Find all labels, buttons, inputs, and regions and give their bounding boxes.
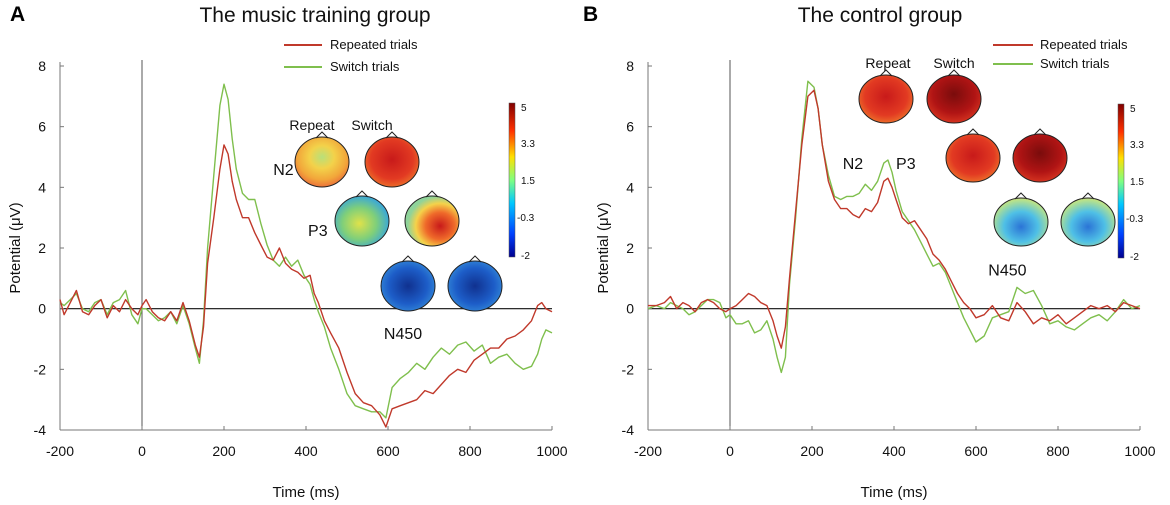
topomap-head xyxy=(993,192,1049,247)
y-axis-title: Potential (μV) xyxy=(595,202,612,293)
plot-axes: -200 0 200 400 600 800 1000 -4 -2 0 2 4 6 8 Time (ms) P… xyxy=(7,58,568,501)
x-tick-label: 1000 xyxy=(1124,443,1155,459)
topomap-head xyxy=(294,131,350,188)
topomap-head xyxy=(858,69,914,124)
component-label: N450 xyxy=(988,262,1026,279)
y-tick-label: 4 xyxy=(626,179,634,195)
component-label: P3 xyxy=(308,223,328,240)
y-tick-label: 2 xyxy=(38,240,46,256)
y-tick-label: -2 xyxy=(622,361,635,377)
x-tick-label: 600 xyxy=(964,443,988,459)
topomap-head xyxy=(447,255,503,312)
y-tick-label: 8 xyxy=(626,58,634,74)
y-tick-label: 8 xyxy=(38,58,46,74)
y-tick-label: 6 xyxy=(626,119,634,135)
y-tick-label: -4 xyxy=(622,422,635,438)
legend-label: Switch trials xyxy=(1040,56,1110,71)
x-tick-label: 0 xyxy=(138,443,146,459)
x-tick-label: -200 xyxy=(46,443,74,459)
colorbar: 5 3.3 1.5 -0.3 -2 xyxy=(1117,103,1144,263)
component-label: P3 xyxy=(896,156,916,173)
x-axis-title: Time (ms) xyxy=(861,484,928,501)
y-tick-label: 4 xyxy=(38,179,46,195)
plot-axes: -200 0 200 400 600 800 1000 -4 -2 0 2 4 6 8 Time (ms) P… xyxy=(595,58,1156,501)
component-label: N450 xyxy=(384,326,422,343)
x-tick-label: -200 xyxy=(634,443,662,459)
plot-series xyxy=(647,80,1141,374)
topomap-head xyxy=(945,128,1001,183)
topomap-head xyxy=(1060,192,1116,247)
topomap-head xyxy=(926,69,982,124)
panel-label: B xyxy=(583,3,598,26)
legend-label: Repeated trials xyxy=(330,37,418,52)
topomap-head xyxy=(380,255,436,312)
chart-title: The music training group xyxy=(199,4,430,27)
plot-series xyxy=(59,83,553,428)
x-tick-label: 0 xyxy=(726,443,734,459)
panel-label: A xyxy=(10,3,25,26)
legend: Repeated trials Switch trials xyxy=(993,37,1128,71)
colorbar-tick: 5 xyxy=(521,103,527,114)
legend-label: Switch trials xyxy=(330,59,400,74)
topomap-head xyxy=(364,131,420,188)
colorbar-tick: 1.5 xyxy=(1130,177,1144,188)
series-line-switch xyxy=(647,80,1141,374)
topomap-column-label: Repeat xyxy=(289,117,334,133)
y-tick-label: -4 xyxy=(34,422,47,438)
x-tick-label: 200 xyxy=(800,443,824,459)
legend-label: Repeated trials xyxy=(1040,37,1128,52)
colorbar-tick: -0.3 xyxy=(1126,214,1144,225)
panel-a: A The music training group -200 0 200 400 60… xyxy=(7,3,568,501)
x-tick-label: 800 xyxy=(458,443,482,459)
colorbar: 5 3.3 1.5 -0.3 -2 xyxy=(508,102,535,262)
y-tick-label: 6 xyxy=(38,119,46,135)
colorbar-tick: -2 xyxy=(521,251,530,262)
y-tick-label: -2 xyxy=(34,361,47,377)
topomap-column-label: Switch xyxy=(933,55,974,71)
series-line-repeated xyxy=(648,89,1141,349)
colorbar-tick: 5 xyxy=(1130,104,1136,115)
x-tick-label: 200 xyxy=(212,443,236,459)
panel-b: B The control group -200 0 200 400 600 800 100… xyxy=(583,3,1156,501)
topomap-column-label: Switch xyxy=(351,117,392,133)
series-line-switch xyxy=(59,83,553,419)
colorbar-tick: 3.3 xyxy=(521,139,535,150)
topomap-head xyxy=(1012,128,1068,183)
topomap-grid: Repeat Switch xyxy=(858,55,1116,247)
component-label: N2 xyxy=(273,162,294,179)
x-tick-label: 600 xyxy=(376,443,400,459)
legend: Repeated trials Switch trials xyxy=(284,37,418,74)
topomap-head xyxy=(334,190,390,247)
x-tick-label: 400 xyxy=(294,443,318,459)
colorbar-tick: -0.3 xyxy=(517,213,535,224)
colorbar-tick: -2 xyxy=(1130,252,1139,263)
topomap-grid: Repeat Switch xyxy=(289,117,503,312)
colorbar-tick: 1.5 xyxy=(521,176,535,187)
x-axis-title: Time (ms) xyxy=(273,484,340,501)
x-tick-label: 1000 xyxy=(536,443,567,459)
topomap-head xyxy=(404,190,460,247)
colorbar-tick: 3.3 xyxy=(1130,140,1144,151)
topomap-column-label: Repeat xyxy=(865,55,910,71)
y-tick-label: 0 xyxy=(38,301,46,317)
chart-title: The control group xyxy=(798,4,963,27)
y-axis-title: Potential (μV) xyxy=(7,202,24,293)
y-tick-label: 0 xyxy=(626,301,634,317)
series-line-repeated xyxy=(59,144,553,428)
x-tick-label: 800 xyxy=(1046,443,1070,459)
y-tick-label: 2 xyxy=(626,240,634,256)
component-label: N2 xyxy=(843,156,864,173)
x-tick-label: 400 xyxy=(882,443,906,459)
